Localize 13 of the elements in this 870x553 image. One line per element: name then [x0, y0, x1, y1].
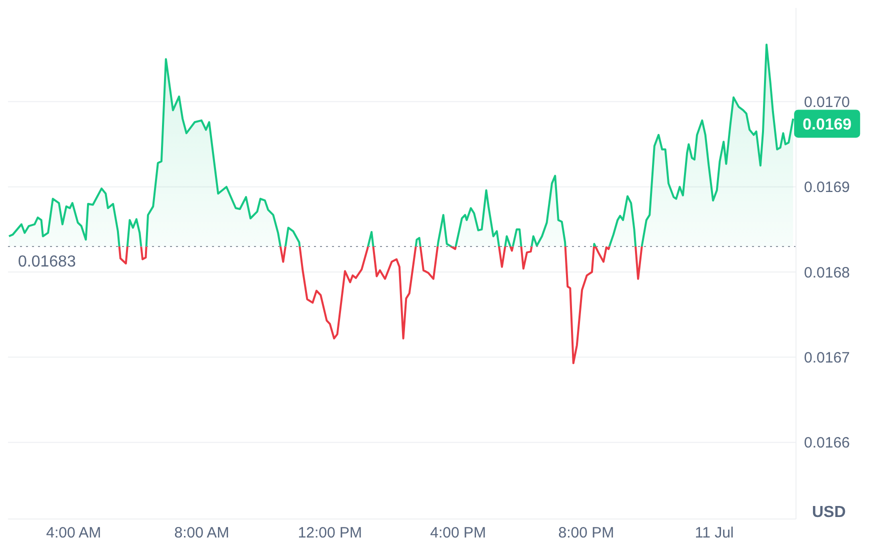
y-tick-label: 0.0170 [804, 94, 850, 112]
x-tick-label: 8:00 PM [558, 524, 614, 542]
x-tick-label: 4:00 PM [430, 524, 486, 542]
x-tick-label: 12:00 PM [298, 524, 362, 542]
y-tick-label: 0.0169 [804, 179, 850, 196]
y-tick-label: 0.0168 [804, 264, 850, 282]
ref-line-label: 0.01683 [18, 253, 76, 270]
y-tick-label: 0.0167 [804, 350, 850, 367]
x-tick-label: 11 Jul [694, 524, 734, 542]
y-tick-label: 0.0166 [804, 434, 850, 452]
y-axis-title: USD [812, 504, 846, 521]
x-tick-label: 4:00 AM [46, 524, 102, 542]
x-tick-label: 8:00 AM [174, 524, 230, 542]
